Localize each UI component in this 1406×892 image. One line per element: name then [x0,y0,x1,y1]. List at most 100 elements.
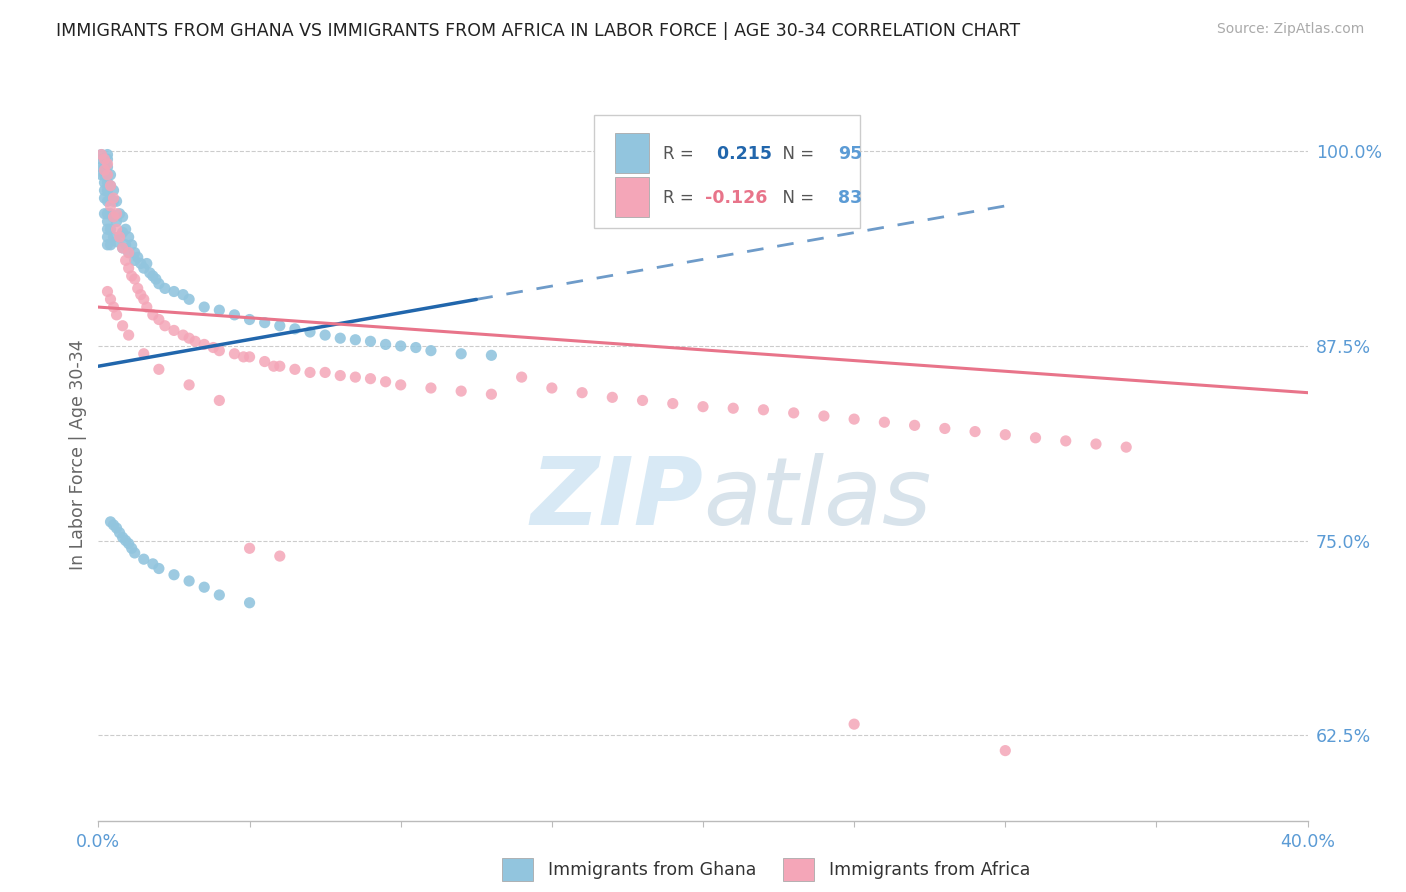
Point [344,333,367,347]
Point [1115,440,1137,454]
Point [93,191,115,205]
Point [269,549,291,563]
FancyBboxPatch shape [614,177,648,218]
Point [93,168,115,182]
Point [100,178,122,193]
Point [783,406,806,420]
Point [148,362,170,376]
Point [96,147,118,161]
Point [813,409,835,423]
Point [124,253,146,268]
Point [284,322,307,336]
Point [132,261,155,276]
Point [142,557,165,571]
Point [450,347,472,361]
Point [193,337,215,351]
Point [100,178,122,193]
Text: IMMIGRANTS FROM GHANA VS IMMIGRANTS FROM AFRICA IN LABOR FORCE | AGE 30-34 CORRE: IMMIGRANTS FROM GHANA VS IMMIGRANTS FROM… [56,22,1021,40]
Text: N =: N = [772,189,820,207]
Point [114,253,136,268]
Point [114,237,136,252]
Point [1085,437,1108,451]
FancyBboxPatch shape [614,133,648,173]
Point [90,168,112,182]
Point [93,183,115,197]
Point [93,153,115,167]
Point [253,316,276,330]
Point [103,210,125,224]
Point [420,381,443,395]
Point [1024,431,1046,445]
Point [103,210,125,224]
Point [450,384,472,398]
Text: ZIP: ZIP [530,453,703,545]
Point [96,237,118,252]
Point [374,337,396,351]
Point [100,191,122,205]
Point [148,561,170,575]
Point [100,199,122,213]
Point [934,421,956,435]
Point [96,230,118,244]
Point [103,230,125,244]
Text: -0.126: -0.126 [706,189,768,207]
Point [163,323,186,337]
Point [329,331,352,345]
Point [179,293,201,307]
Point [269,318,291,333]
Text: N =: N = [772,145,820,162]
Point [103,300,125,314]
Point [571,385,593,400]
Point [90,147,112,161]
Point [111,241,134,255]
Point [96,157,118,171]
Point [96,194,118,209]
Text: 95: 95 [838,145,863,162]
Point [103,191,125,205]
Text: R =: R = [664,145,699,162]
Point [100,222,122,236]
Point [904,418,927,433]
Point [96,207,118,221]
Point [105,207,128,221]
Text: 83: 83 [838,189,862,207]
Point [179,331,201,345]
Point [193,580,215,594]
Text: Source: ZipAtlas.com: Source: ZipAtlas.com [1216,22,1364,37]
Point [118,245,141,260]
Point [135,300,157,314]
Point [269,359,291,374]
Point [662,396,685,410]
Point [111,530,134,544]
Point [118,261,141,276]
Point [96,176,118,190]
Point [153,318,176,333]
Point [96,160,118,174]
Point [127,281,149,295]
Point [132,347,155,361]
Point [389,377,412,392]
Point [360,372,382,386]
Point [202,341,225,355]
Point [96,183,118,197]
Point [239,596,262,610]
Point [481,348,503,362]
Point [118,328,141,343]
Point [481,387,503,401]
Point [224,347,246,361]
Point [602,390,624,404]
Text: R =: R = [664,189,699,207]
Point [208,303,231,318]
Point [114,533,136,548]
Point [510,370,533,384]
Point [111,241,134,255]
Point [329,368,352,383]
Point [142,308,165,322]
Point [114,222,136,236]
Point [93,160,115,174]
Point [90,160,112,174]
Point [360,334,382,349]
Point [239,312,262,326]
Point [100,237,122,252]
Point [540,381,562,395]
